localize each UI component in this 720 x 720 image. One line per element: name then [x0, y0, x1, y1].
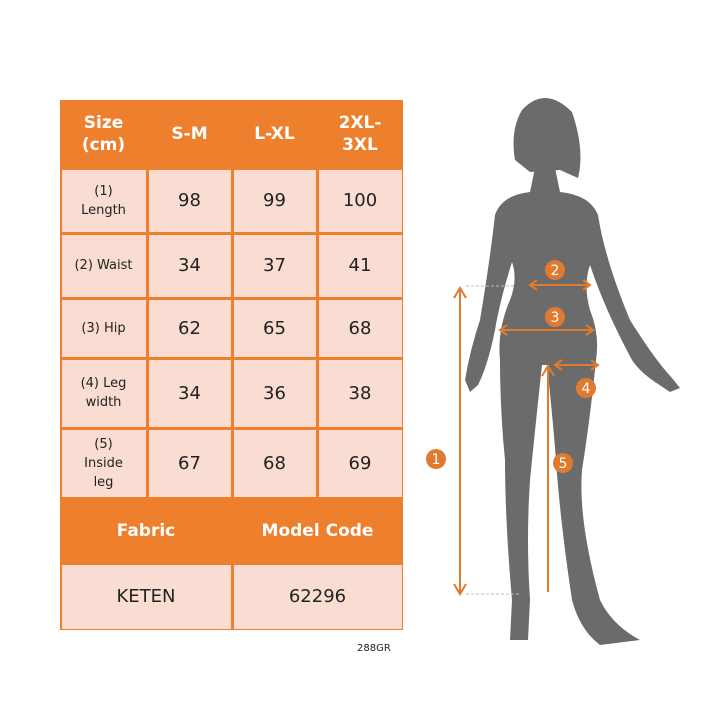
size-chart-table: Size (cm) S-M L-XL 2XL- 3XL (1) Length 98 99 10…: [60, 100, 403, 630]
row-label: (4) Leg width: [61, 359, 146, 427]
model-code-header: Model Code: [261, 520, 374, 541]
table-cell: 36: [233, 359, 316, 427]
marker-4: 4: [576, 378, 596, 398]
marker-5: 5: [553, 453, 573, 473]
measurement-arrows: [453, 279, 600, 596]
table-cell: 98: [148, 169, 231, 232]
table-cell: 38: [318, 359, 402, 427]
table-cell: 41: [318, 234, 402, 297]
reference-lines: [466, 285, 520, 595]
svg-text:2: 2: [551, 263, 560, 279]
svg-text:4: 4: [582, 381, 591, 397]
marker-3: 3: [545, 307, 565, 327]
table-cell: 100: [318, 169, 402, 232]
table-cell: 69: [318, 429, 402, 497]
markers: 1 2 3 4 5: [426, 260, 596, 473]
svg-text:5: 5: [559, 456, 568, 472]
svg-text:3: 3: [551, 310, 560, 326]
header-cell: 2XL- 3XL: [338, 113, 382, 155]
fabric-header: Fabric: [116, 520, 176, 541]
header-cell: Size (cm): [81, 113, 126, 155]
table-cell: 68: [318, 299, 402, 357]
row-label: (3) Hip: [61, 299, 146, 357]
header-cell: L-XL: [254, 124, 295, 144]
table-cell: 99: [233, 169, 316, 232]
row-label: (2) Waist: [61, 234, 146, 297]
header-cell: S-M: [171, 124, 208, 144]
table-cell: 34: [148, 359, 231, 427]
marker-1: 1: [426, 449, 446, 469]
table-cell: 62: [148, 299, 231, 357]
fabric-value: KETEN: [61, 564, 231, 629]
table-cell: 37: [233, 234, 316, 297]
row-label: (5) Inside leg: [61, 429, 146, 497]
silhouette: [465, 97, 680, 645]
table-cell: 67: [148, 429, 231, 497]
product-code: 288GR: [357, 643, 391, 654]
row-label: (1) Length: [61, 169, 146, 232]
table-cell: 34: [148, 234, 231, 297]
table-cell: 68: [233, 429, 316, 497]
svg-text:1: 1: [432, 452, 441, 468]
table-cell: 65: [233, 299, 316, 357]
marker-2: 2: [545, 260, 565, 280]
model-code-value: 62296: [233, 564, 402, 629]
